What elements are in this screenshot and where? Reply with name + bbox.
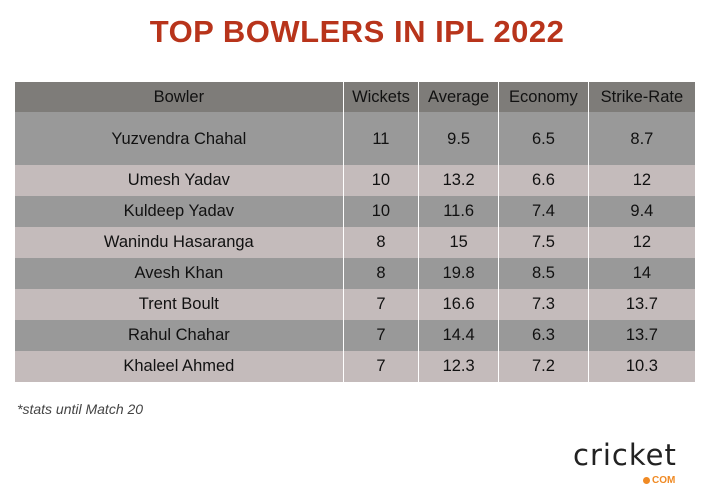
cricket-com-logo: cricket (573, 438, 677, 472)
stat-cell: 14.4 (418, 320, 499, 351)
stat-cell: 11 (342, 112, 419, 165)
stat-cell: 11.6 (418, 196, 499, 227)
stat-cell: 10.3 (587, 351, 695, 382)
stat-cell: 7.3 (498, 289, 589, 320)
bowler-name: Avesh Khan (15, 258, 344, 289)
bowler-name: Rahul Chahar (15, 320, 344, 351)
table-row: Khaleel Ahmed 7 12.3 7.2 10.3 (15, 351, 695, 382)
stat-cell: 19.8 (418, 258, 499, 289)
table-header: Bowler Wickets Average Economy Strike-Rate (15, 82, 695, 112)
logo-dot-icon (643, 477, 650, 484)
column-header: Strike-Rate (587, 82, 695, 112)
bowlers-table: Bowler Wickets Average Economy Strike-Rate Y… (15, 82, 695, 382)
stat-cell: 14 (587, 258, 695, 289)
bowler-name: Kuldeep Yadav (15, 196, 344, 227)
table-row: Trent Boult 7 16.6 7.3 13.7 (15, 289, 695, 320)
stat-cell: 16.6 (418, 289, 499, 320)
bowler-name: Yuzvendra Chahal (15, 112, 344, 165)
stat-cell: 7 (342, 289, 419, 320)
stat-cell: 13.7 (587, 289, 695, 320)
table-row: Yuzvendra Chahal 11 9.5 6.5 8.7 (15, 112, 695, 165)
footnote: *stats until Match 20 (17, 401, 144, 417)
stat-cell: 8.5 (498, 258, 589, 289)
stat-cell: 7 (342, 320, 419, 351)
stat-cell: 12.3 (418, 351, 499, 382)
stat-cell: 7.4 (498, 196, 589, 227)
stat-cell: 7.2 (498, 351, 589, 382)
stat-cell: 8.7 (587, 112, 695, 165)
stat-cell: 13.2 (418, 165, 499, 196)
stat-cell: 6.3 (498, 320, 589, 351)
logo-suffix: COM (652, 475, 676, 486)
table-row: Avesh Khan 8 19.8 8.5 14 (15, 258, 695, 289)
page-title: TOP BOWLERS IN IPL 2022 (149, 14, 565, 49)
table-row: Umesh Yadav 10 13.2 6.6 12 (15, 165, 695, 196)
stat-cell: 10 (342, 165, 419, 196)
bowler-name: Khaleel Ahmed (15, 351, 344, 382)
table-row: Wanindu Hasaranga 8 15 7.5 12 (15, 227, 695, 258)
stat-cell: 12 (587, 227, 695, 258)
stat-cell: 7 (342, 351, 419, 382)
stat-cell: 15 (418, 227, 499, 258)
stat-cell: 9.4 (587, 196, 695, 227)
stat-cell: 12 (587, 165, 695, 196)
stat-cell: 8 (342, 227, 419, 258)
stat-cell: 13.7 (587, 320, 695, 351)
table-row: Kuldeep Yadav 10 11.6 7.4 9.4 (15, 196, 695, 227)
column-header: Bowler (15, 82, 344, 112)
stat-cell: 8 (342, 258, 419, 289)
stat-cell: 9.5 (418, 112, 499, 165)
stat-cell: 10 (342, 196, 419, 227)
bowler-name: Umesh Yadav (15, 165, 344, 196)
column-header: Average (418, 82, 499, 112)
column-header: Economy (498, 82, 589, 112)
column-header: Wickets (342, 82, 419, 112)
stat-cell: 6.5 (498, 112, 589, 165)
table-row: Rahul Chahar 7 14.4 6.3 13.7 (15, 320, 695, 351)
stat-cell: 6.6 (498, 165, 589, 196)
bowler-name: Trent Boult (15, 289, 344, 320)
bowler-name: Wanindu Hasaranga (15, 227, 344, 258)
stat-cell: 7.5 (498, 227, 589, 258)
